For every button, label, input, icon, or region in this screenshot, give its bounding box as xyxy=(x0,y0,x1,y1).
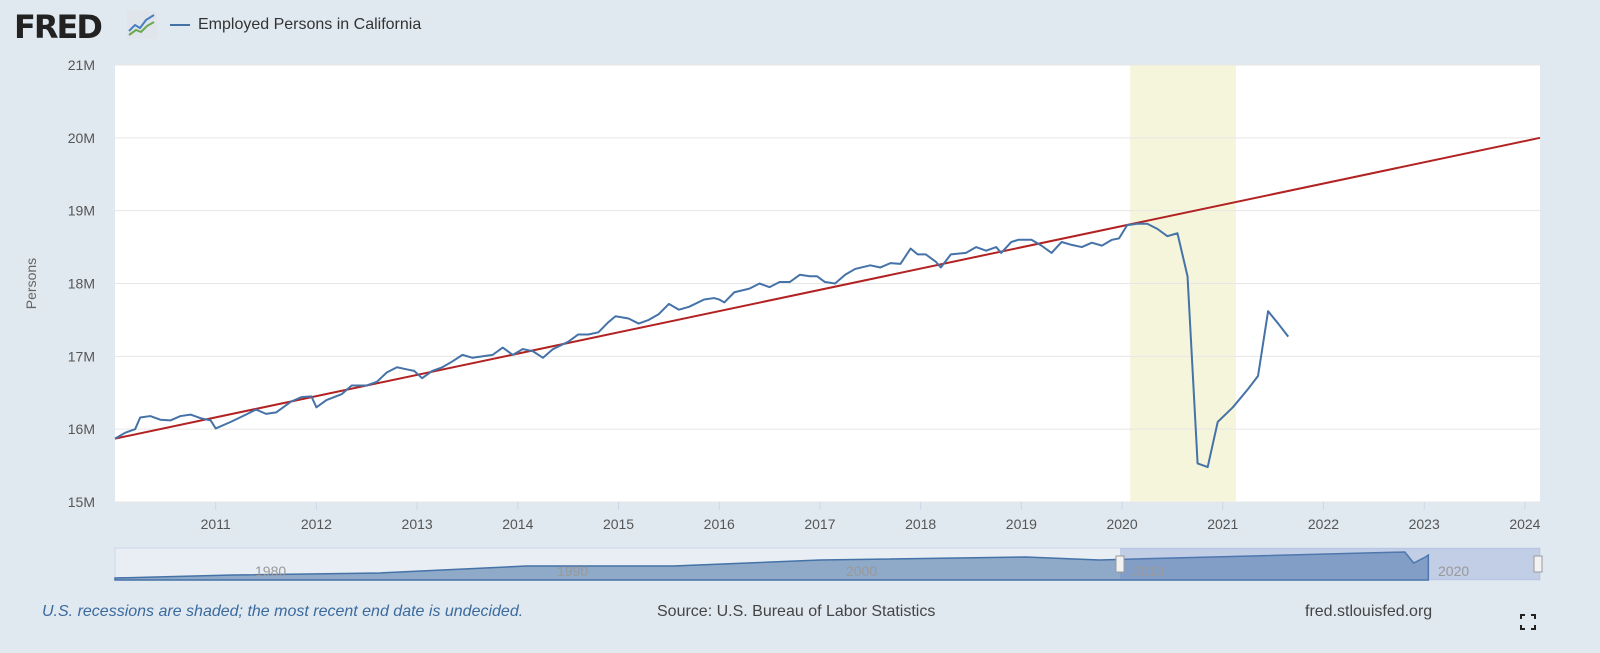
x-tick-label: 2014 xyxy=(502,516,533,532)
x-tick-label: 2017 xyxy=(804,516,835,532)
x-tick-label: 2024 xyxy=(1509,516,1540,532)
x-tick-label: 2016 xyxy=(704,516,735,532)
navigator-handle[interactable] xyxy=(1115,555,1125,573)
y-tick-label: 19M xyxy=(68,203,95,219)
x-tick-label: 2015 xyxy=(603,516,634,532)
chart-line-icon xyxy=(127,11,157,39)
x-tick-label: 2012 xyxy=(301,516,332,532)
legend-label: Employed Persons in California xyxy=(198,16,422,33)
recession-note: U.S. recessions are shaded; the most rec… xyxy=(42,603,524,620)
y-tick-label: 18M xyxy=(68,276,95,292)
site-link[interactable]: fred.stlouisfed.org xyxy=(1305,603,1433,620)
trend-line xyxy=(114,136,1541,440)
navigator-tick-label: 1980 xyxy=(255,563,286,579)
fred-logo[interactable]: FRED xyxy=(14,8,103,46)
y-tick-label: 21M xyxy=(68,57,95,73)
source-text: Source: U.S. Bureau of Labor Statistics xyxy=(657,603,936,620)
y-tick-label: 15M xyxy=(68,494,95,510)
navigator-tick-label: 2020 xyxy=(1438,563,1469,579)
x-tick-label: 2019 xyxy=(1006,516,1037,532)
legend-swatch xyxy=(170,24,190,26)
navigator-tick-label: 2000 xyxy=(846,563,877,579)
legend[interactable]: Employed Persons in California xyxy=(170,16,421,34)
navigator-series xyxy=(114,551,1430,581)
y-tick-label: 16M xyxy=(68,421,95,437)
y-tick-label: 20M xyxy=(68,130,95,146)
x-tick-label: 2022 xyxy=(1308,516,1339,532)
x-tick-label: 2020 xyxy=(1106,516,1137,532)
fullscreen-icon[interactable] xyxy=(1520,614,1536,630)
navigator-tick-label: 1990 xyxy=(557,563,588,579)
series-line xyxy=(114,222,1290,469)
x-tick-label: 2018 xyxy=(905,516,936,532)
x-tick-label: 2011 xyxy=(201,516,231,532)
navigator-tick-label: 2010 xyxy=(1133,563,1164,579)
x-tick-label: 2023 xyxy=(1409,516,1440,532)
x-tick-label: 2021 xyxy=(1207,516,1238,532)
y-tick-label: 17M xyxy=(68,348,95,364)
y-axis-label: Persons xyxy=(23,258,39,309)
navigator-handle[interactable] xyxy=(1533,555,1543,573)
x-tick-label: 2013 xyxy=(402,516,433,532)
chart[interactable]: 15M 16M 17M 18M 19M 20M 21M 2011 2012 2013 2014 201… xyxy=(0,0,1600,600)
navigator-selection xyxy=(1120,548,1540,580)
